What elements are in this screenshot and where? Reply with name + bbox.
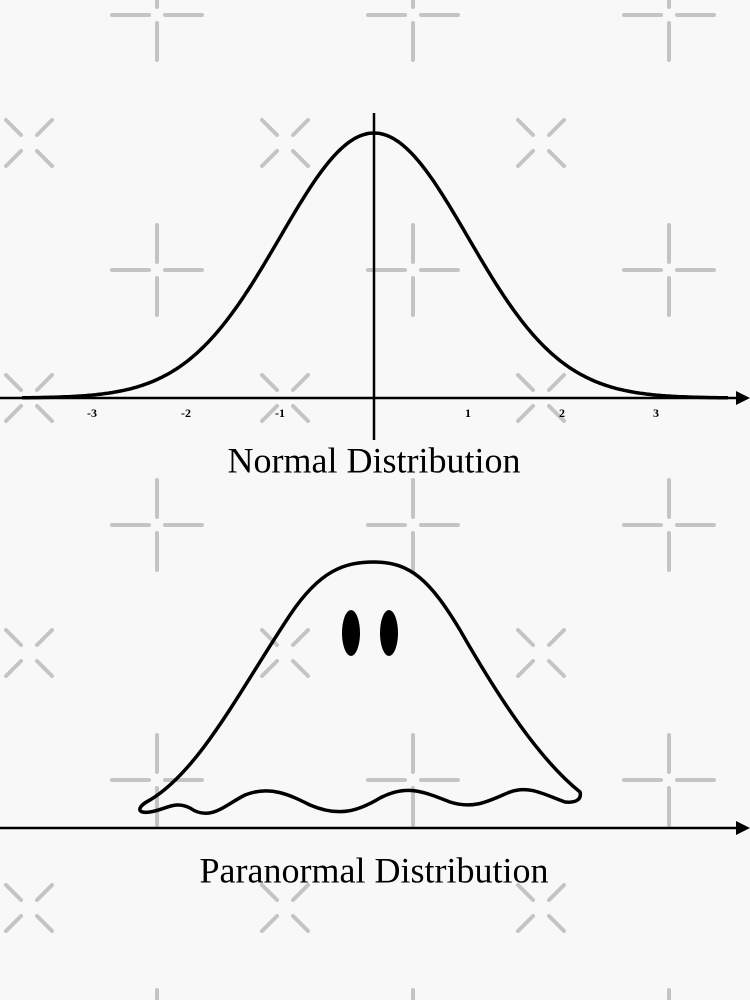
- tick-label: 1: [465, 406, 471, 420]
- ticks: -3 -2 -1 1 2 3: [87, 406, 659, 420]
- tick-label: 3: [653, 406, 659, 420]
- tick-label: -3: [87, 406, 97, 420]
- bell-curve: [21, 131, 728, 400]
- arrow: [736, 821, 750, 835]
- tick-label: -1: [275, 406, 285, 420]
- caption: Paranormal Distribution: [200, 850, 549, 890]
- caption: Normal Distribution: [228, 440, 521, 480]
- ghost-eye: [342, 610, 360, 656]
- paranormal-plot: Paranormal Distribution: [0, 560, 750, 890]
- ghost-eye: [380, 610, 398, 656]
- ghost: [138, 560, 583, 815]
- normal-plot: -3 -2 -1 1 2 3 Normal Distribution: [0, 113, 750, 480]
- arrow: [736, 391, 750, 405]
- tick-label: 2: [559, 406, 565, 420]
- tick-label: -2: [181, 406, 191, 420]
